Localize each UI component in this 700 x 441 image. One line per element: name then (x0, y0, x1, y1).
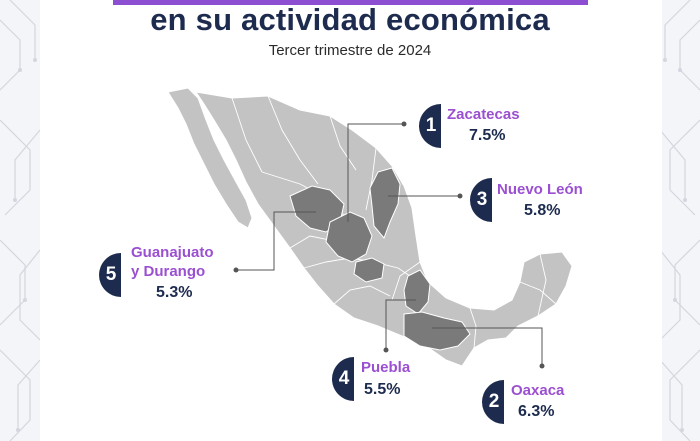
rank-5-state-label-line2: y Durango (131, 263, 206, 280)
guanajuato-state (353, 257, 385, 283)
puebla-leader-line (385, 299, 416, 350)
rank-3-value: 5.8% (524, 202, 561, 219)
rank-5-value: 5.3% (156, 284, 193, 301)
baja-california-region (167, 87, 253, 229)
rank-2-state-label: Oaxaca (511, 382, 565, 399)
rank-1-badge: 1 (419, 104, 441, 148)
rank-3-state-label: Nuevo León (497, 181, 583, 198)
rank-4-value: 5.5% (364, 381, 401, 398)
page-title: en su actividad económica (150, 2, 550, 37)
zacatecas-state (325, 211, 373, 263)
rank-3-badge: 3 (470, 178, 492, 222)
page-subtitle: Tercer trimestre de 2024 (268, 42, 432, 59)
rank-1-state-label: Zacatecas (447, 106, 520, 123)
puebla-state (403, 269, 431, 315)
oaxaca-state (403, 311, 471, 351)
rank-1-value: 7.5% (469, 127, 506, 144)
rank-4-badge: 4 (332, 357, 354, 401)
oaxaca-leader-line (432, 327, 543, 366)
zacatecas-leader-line (347, 123, 404, 222)
nuevo-leon-state (369, 167, 401, 239)
rank-5-badge: 5 (99, 253, 121, 297)
rank-5-state-label-line1: Guanajuato (131, 244, 214, 261)
accent-bar (113, 0, 588, 5)
rank-4-state-label: Puebla (361, 359, 411, 376)
guanajuato-durango-leader-line (236, 211, 316, 271)
right-circuit-pattern (660, 0, 700, 441)
rank-2-badge: 2 (482, 380, 504, 424)
rank-2-value: 6.3% (518, 403, 555, 420)
left-circuit-pattern (0, 0, 40, 441)
